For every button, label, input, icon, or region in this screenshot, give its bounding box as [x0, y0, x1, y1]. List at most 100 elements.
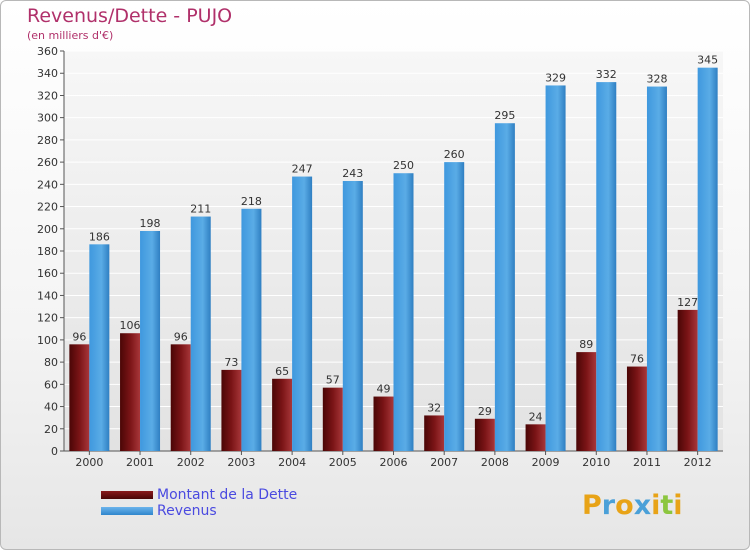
x-tick-label: 2012	[684, 456, 712, 469]
y-tick-label: 220	[37, 201, 58, 214]
x-tick-label: 2007	[430, 456, 458, 469]
legend-item-debt: Montant de la Dette	[101, 487, 297, 503]
y-tick-label: 200	[37, 223, 58, 236]
bar-revenue	[393, 173, 414, 451]
data-label-revenue: 211	[190, 203, 211, 216]
y-tick-label: 160	[37, 267, 58, 280]
y-tick-label: 260	[37, 156, 58, 169]
y-tick-label: 340	[37, 67, 58, 80]
bar-debt	[626, 366, 647, 451]
legend-label-revenue: Revenus	[157, 503, 217, 519]
data-label-debt: 49	[377, 383, 391, 396]
bar-debt	[120, 333, 141, 451]
legend-item-revenue: Revenus	[101, 503, 297, 519]
data-label-revenue: 218	[241, 195, 262, 208]
bar-debt	[69, 344, 90, 451]
legend-swatch-revenue	[101, 507, 153, 515]
bar-debt	[322, 387, 343, 451]
bar-revenue	[494, 123, 515, 451]
data-label-debt: 57	[326, 374, 340, 387]
data-label-revenue: 260	[444, 148, 465, 161]
data-label-debt: 32	[427, 401, 441, 414]
x-tick-label: 2005	[329, 456, 357, 469]
bar-revenue	[241, 208, 262, 451]
bar-revenue	[140, 231, 161, 451]
data-label-revenue: 295	[494, 109, 515, 122]
bar-debt	[677, 309, 698, 451]
legend-label-debt: Montant de la Dette	[157, 487, 298, 503]
bar-revenue	[342, 181, 363, 451]
data-label-revenue: 332	[596, 68, 617, 81]
y-tick-label: 320	[37, 89, 58, 102]
y-tick-label: 20	[44, 423, 58, 436]
bar-revenue	[545, 85, 566, 451]
x-tick-label: 2009	[532, 456, 560, 469]
x-tick-label: 2008	[481, 456, 509, 469]
x-tick-label: 2006	[380, 456, 408, 469]
data-label-revenue: 329	[545, 71, 566, 84]
proxiti-logo: Proxiti	[582, 490, 683, 521]
logo-letter-5: t	[660, 490, 674, 521]
bar-revenue	[697, 67, 718, 452]
data-label-debt: 96	[72, 330, 86, 343]
x-tick-label: 2000	[75, 456, 103, 469]
data-label-debt: 65	[275, 365, 289, 378]
data-label-debt: 106	[120, 319, 141, 332]
chart-title: Revenus/Dette - PUJO	[27, 5, 233, 27]
y-tick-label: 300	[37, 112, 58, 125]
bar-revenue	[646, 86, 667, 452]
x-tick-label: 2004	[278, 456, 306, 469]
bar-revenue	[89, 244, 110, 451]
logo-letter-4: i	[651, 490, 661, 521]
y-tick-label: 240	[37, 178, 58, 191]
data-label-revenue: 328	[646, 73, 667, 86]
data-label-debt: 73	[224, 356, 238, 369]
data-label-debt: 127	[677, 296, 698, 309]
chart-subtitle: (en milliers d'€)	[27, 29, 114, 42]
y-tick-label: 100	[37, 334, 58, 347]
y-tick-label: 60	[44, 378, 58, 391]
data-label-revenue: 345	[697, 54, 718, 67]
logo-letter-0: P	[582, 490, 602, 521]
bar-debt	[474, 418, 495, 451]
y-tick-label: 140	[37, 289, 58, 302]
y-tick-label: 180	[37, 245, 58, 258]
bar-debt	[170, 344, 191, 451]
x-tick-label: 2011	[633, 456, 661, 469]
bar-debt	[525, 424, 546, 451]
data-label-revenue: 186	[89, 230, 110, 243]
bar-revenue	[444, 162, 465, 451]
bar-revenue	[596, 82, 617, 451]
data-label-revenue: 243	[342, 167, 363, 180]
y-tick-label: 280	[37, 134, 58, 147]
y-tick-label: 360	[37, 45, 58, 58]
data-label-debt: 24	[529, 410, 543, 423]
y-tick-label: 40	[44, 401, 58, 414]
legend-swatch-debt	[101, 491, 153, 499]
data-label-debt: 76	[630, 353, 644, 366]
bar-debt	[424, 415, 445, 451]
x-tick-label: 2001	[126, 456, 154, 469]
bar-debt	[221, 369, 242, 451]
y-tick-label: 80	[44, 356, 58, 369]
legend: Montant de la Dette Revenus	[101, 487, 297, 519]
y-tick-label: 120	[37, 312, 58, 325]
data-label-debt: 96	[174, 330, 188, 343]
logo-letter-3: x	[633, 490, 652, 521]
y-tick-label: 0	[51, 445, 58, 458]
x-tick-label: 2002	[177, 456, 205, 469]
x-tick-label: 2010	[582, 456, 610, 469]
logo-letter-1: r	[601, 490, 616, 521]
data-label-debt: 89	[579, 338, 593, 351]
data-label-revenue: 250	[393, 159, 414, 172]
data-label-revenue: 247	[292, 163, 313, 176]
x-tick-label: 2003	[227, 456, 255, 469]
logo-letter-2: o	[615, 490, 634, 521]
data-label-debt: 29	[478, 405, 492, 418]
bar-revenue	[292, 176, 313, 452]
bar-revenue	[190, 216, 211, 451]
logo-letter-6: i	[673, 490, 683, 521]
bar-debt	[373, 396, 394, 451]
